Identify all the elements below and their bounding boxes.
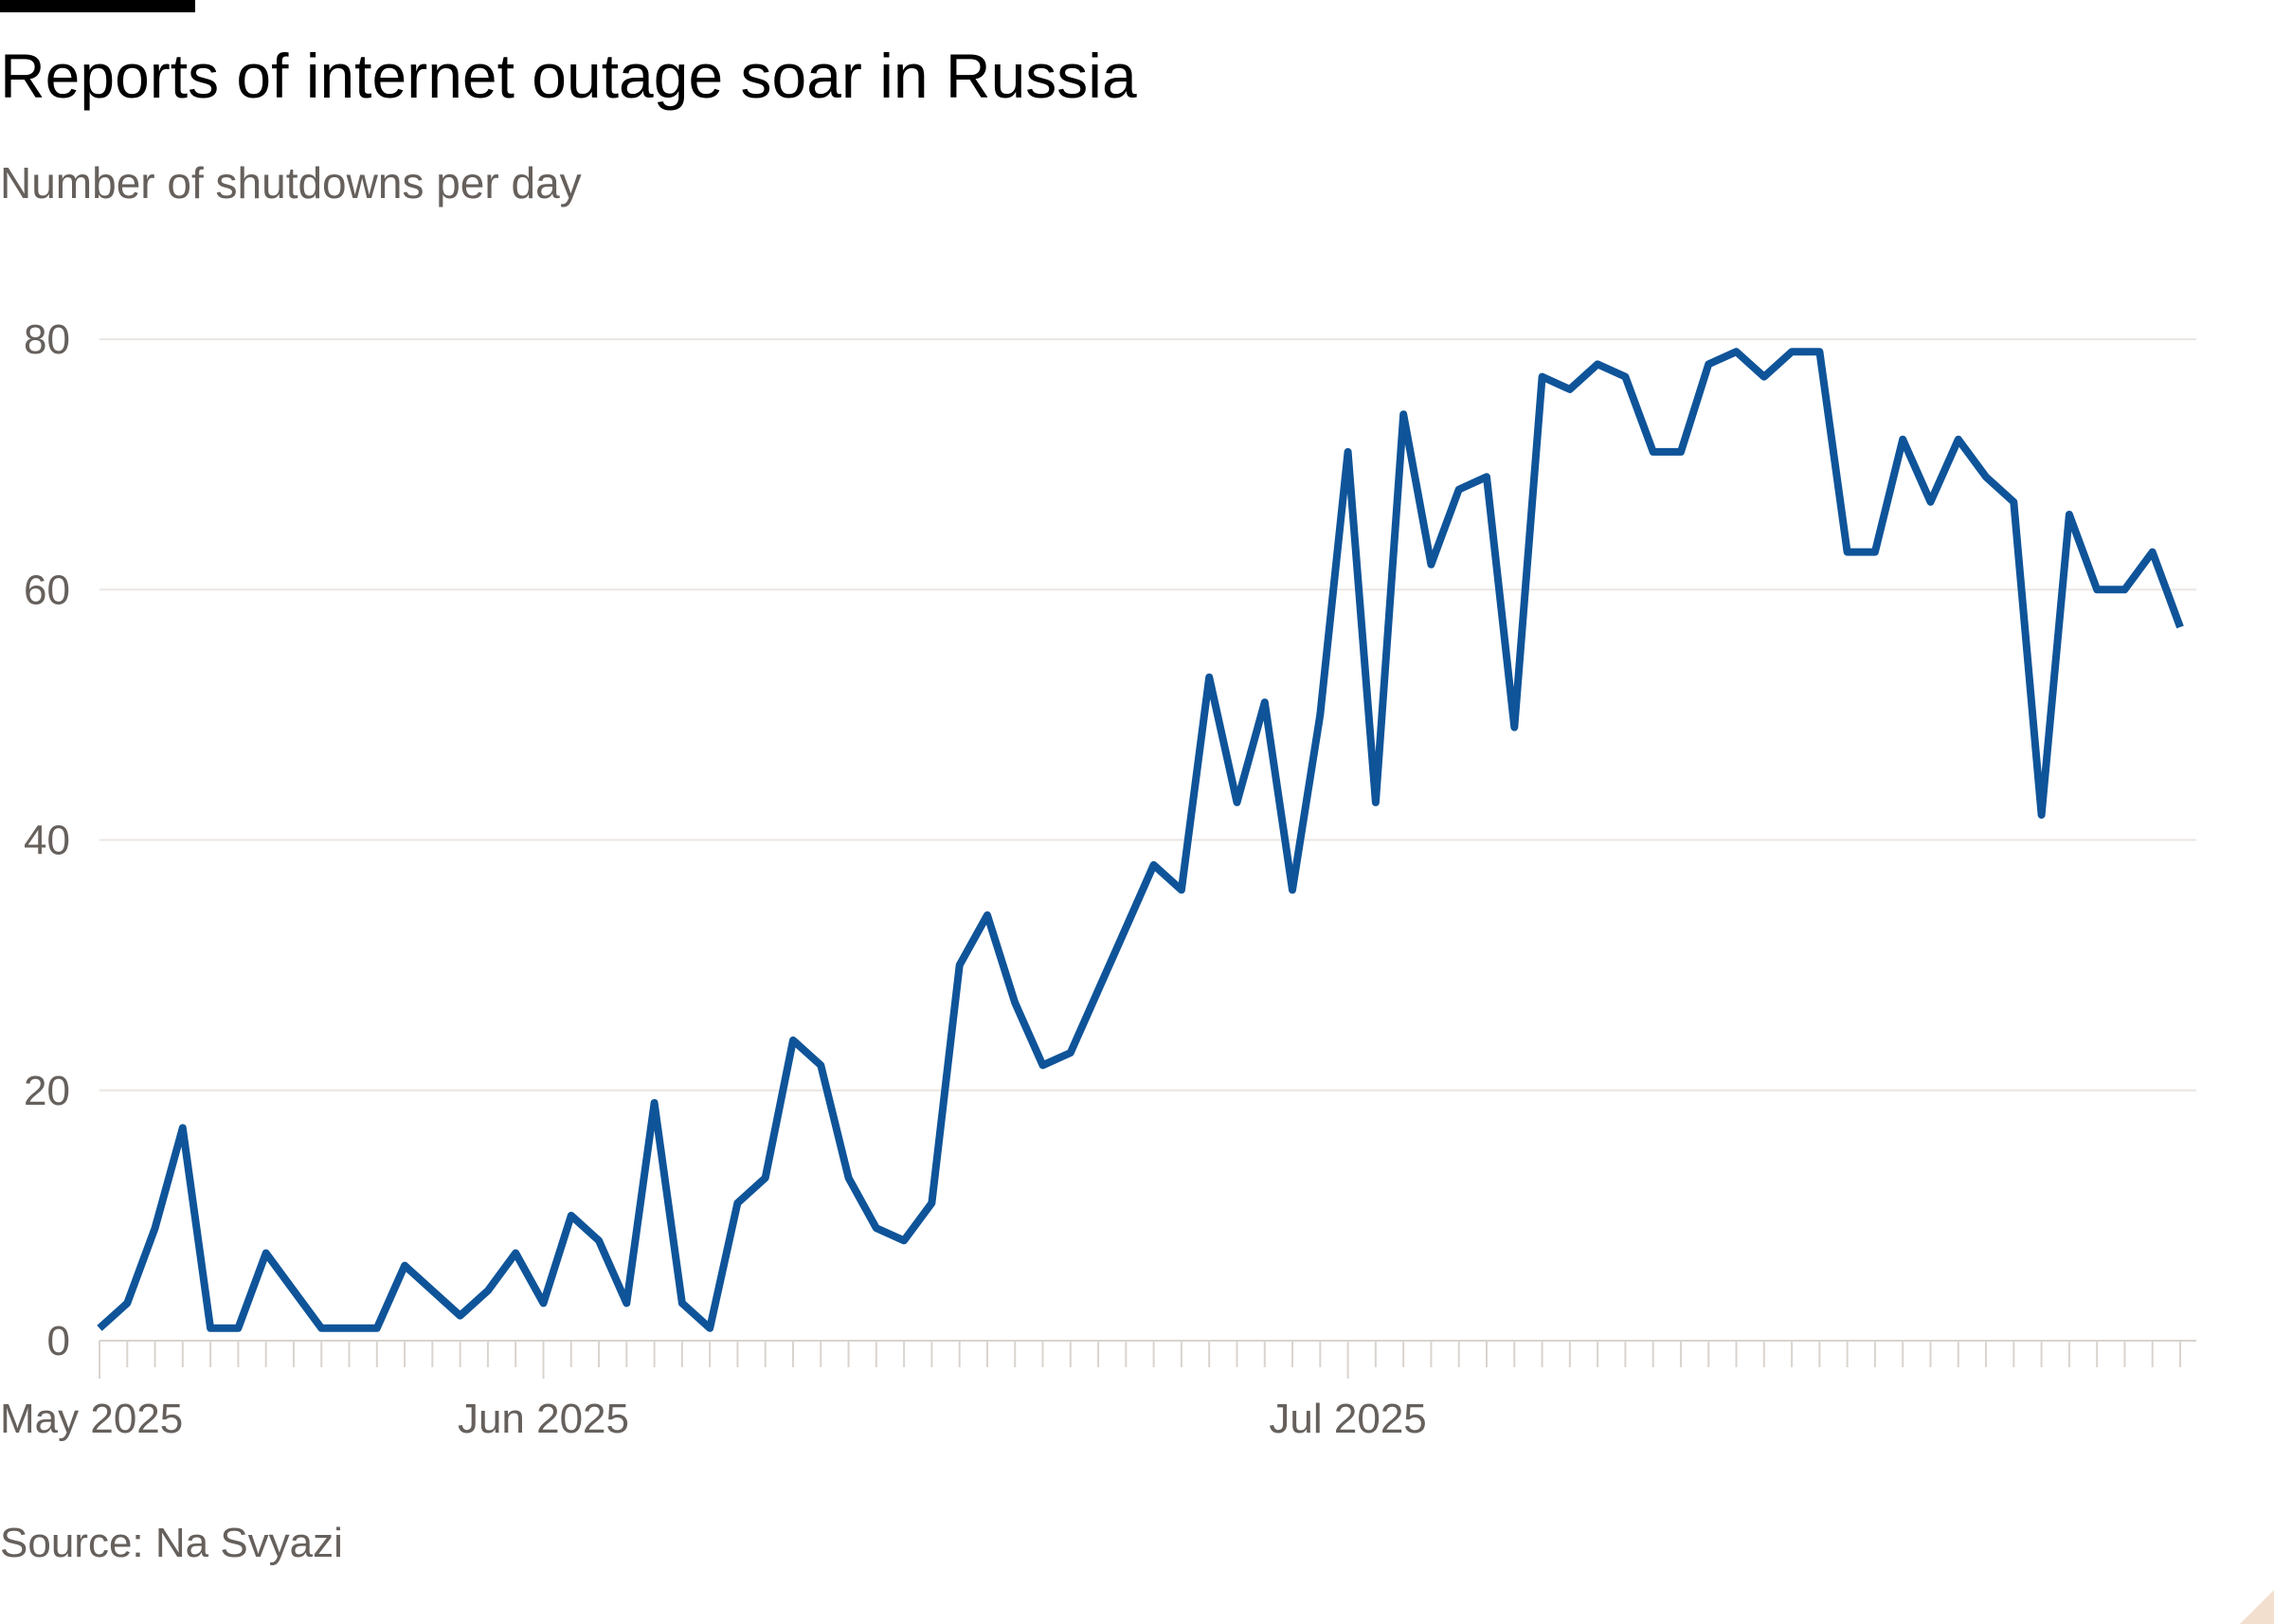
chart-title: Reports of internet outage soar in Russi… [0,41,1137,111]
y-tick-label: 0 [47,1318,70,1364]
brand-bar [0,0,195,12]
y-tick-label: 20 [24,1068,70,1114]
x-tick-label: May 2025 [0,1396,183,1442]
y-tick-label: 80 [24,316,70,363]
y-tick-label: 40 [24,818,70,864]
y-tick-label: 60 [24,567,70,613]
corner-fold-icon [2240,1590,2274,1624]
chart-subtitle: Number of shutdowns per day [0,158,582,208]
series-line-shutdowns [97,348,2184,1332]
x-tick-label: Jul 2025 [1269,1396,1426,1442]
x-tick-label: Jun 2025 [458,1396,629,1442]
source-note: Source: Na Svyazi [0,1520,343,1566]
